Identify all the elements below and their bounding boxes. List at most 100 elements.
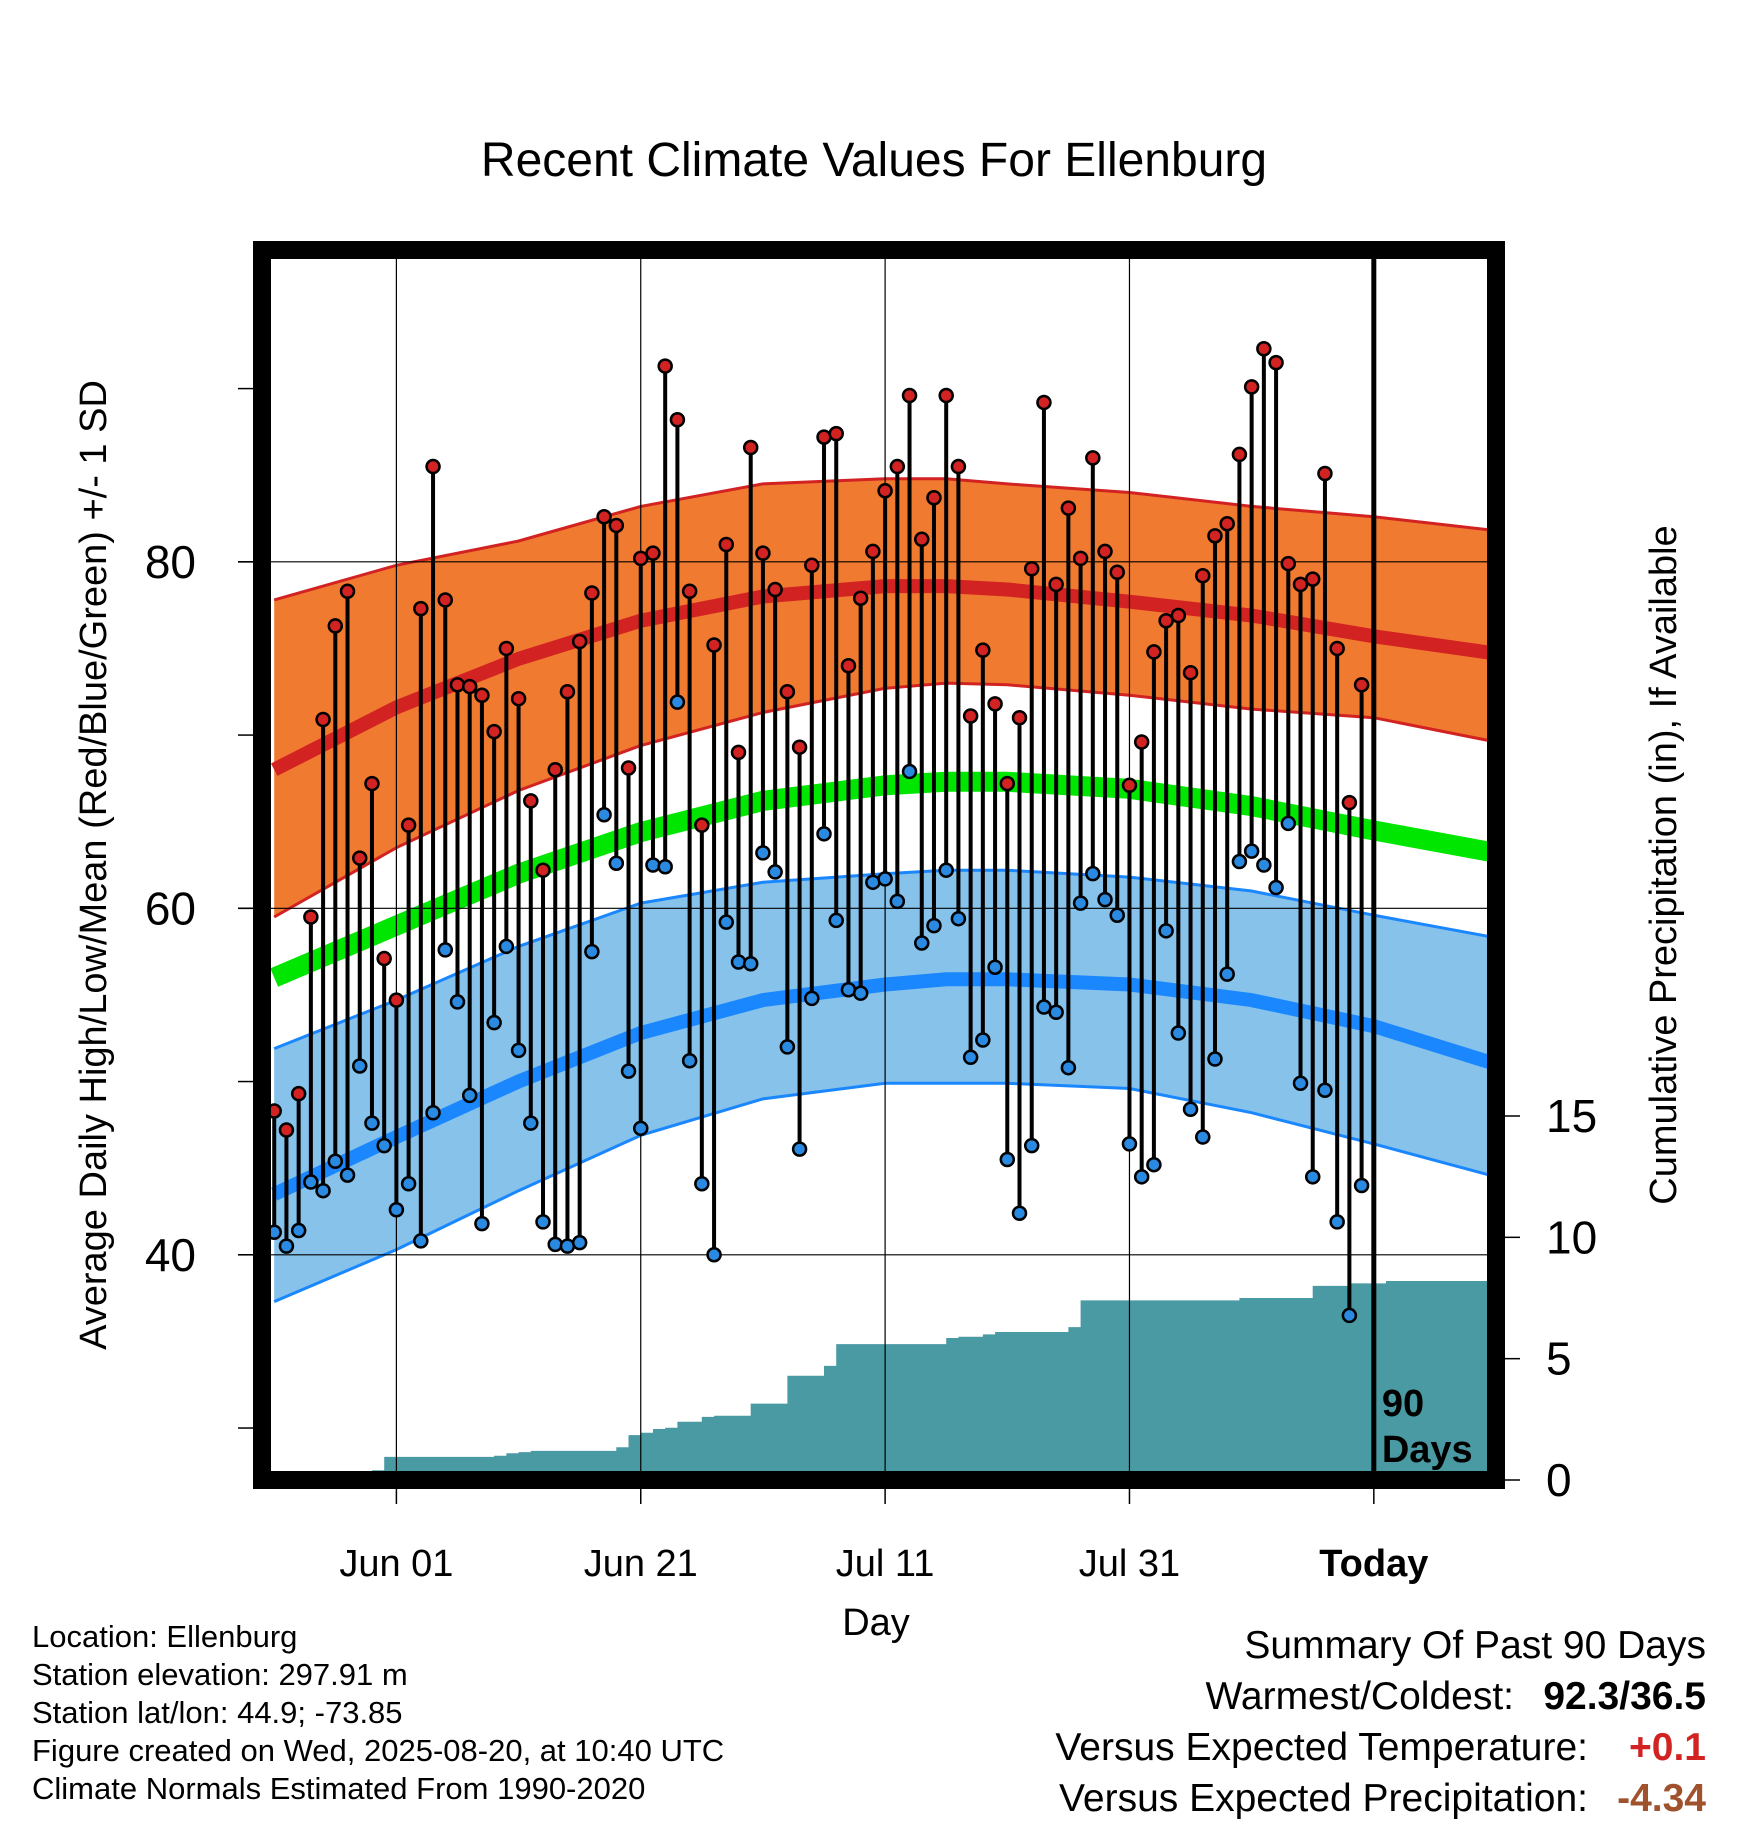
low-point — [1121, 1136, 1138, 1152]
high-point — [1060, 500, 1077, 516]
high-point — [840, 658, 857, 674]
temp-departure-label: Versus Expected Temperature: — [1055, 1726, 1588, 1769]
precip-departure-row: Versus Expected Precipitation: -4.34 — [1055, 1773, 1706, 1824]
low-point — [730, 954, 747, 970]
high-point — [791, 739, 808, 755]
y-tick-label: 60 — [145, 882, 196, 934]
high-point — [1219, 515, 1235, 532]
high-point — [1195, 567, 1211, 584]
low-point — [535, 1214, 551, 1230]
y2-tick-label: 0 — [1546, 1454, 1572, 1506]
high-point — [571, 633, 588, 650]
low-point — [1072, 895, 1089, 911]
high-point — [889, 458, 906, 475]
x-axis-label: Day — [842, 1602, 910, 1644]
normals-text: Climate Normals Estimated From 1990-2020 — [32, 1771, 646, 1806]
low-point — [1292, 1075, 1309, 1092]
warm-cold-label: Warmest/Coldest: — [1205, 1675, 1514, 1718]
high-point — [999, 775, 1016, 792]
x-tick-label: Jun 21 — [584, 1543, 698, 1585]
high-point — [290, 1085, 307, 1102]
high-point — [413, 600, 429, 617]
high-point — [437, 592, 454, 608]
low-point — [278, 1238, 295, 1254]
plot-frame — [253, 241, 1505, 1489]
temp-departure-row: Versus Expected Temperature: +0.1 — [1055, 1722, 1706, 1773]
high-point — [742, 439, 759, 456]
low-point — [804, 990, 820, 1007]
low-point — [633, 1120, 649, 1137]
low-point — [742, 955, 759, 972]
temp-departure-value: +0.1 — [1629, 1726, 1706, 1769]
high-point — [278, 1122, 295, 1138]
high-point — [1182, 664, 1199, 681]
high-point — [804, 557, 820, 574]
high-point — [315, 711, 331, 728]
low-point — [486, 1014, 502, 1031]
high-sd-lower-line — [273, 681, 1497, 919]
x-tick-label: Jul 11 — [836, 1543, 935, 1585]
low-point — [449, 994, 466, 1010]
low-point — [608, 855, 625, 872]
low-point — [1219, 966, 1235, 982]
low-point — [694, 1176, 710, 1192]
mean-line — [270, 771, 1498, 987]
low-point — [1023, 1137, 1040, 1154]
low-point — [1060, 1059, 1077, 1076]
low-point — [388, 1201, 405, 1218]
low-point — [1170, 1025, 1187, 1041]
low-point — [1011, 1205, 1028, 1221]
low-point — [950, 910, 967, 927]
low-point — [498, 938, 515, 955]
high-point — [1097, 543, 1113, 560]
low-point — [1109, 907, 1125, 923]
high-point — [351, 850, 368, 866]
high-point — [425, 458, 441, 475]
low-point — [474, 1215, 490, 1232]
summary-heading: Summary Of Past 90 Days — [1244, 1624, 1706, 1667]
chart-title: Recent Climate Values For Ellenburg — [480, 134, 1268, 187]
low-point — [290, 1222, 307, 1239]
low-point — [645, 857, 661, 873]
high-point — [388, 992, 405, 1008]
low-point — [1231, 853, 1248, 870]
high-sd-band — [274, 478, 1497, 917]
today-days-label: 90 — [1382, 1383, 1424, 1425]
low-point — [999, 1151, 1016, 1168]
low-point — [425, 1104, 441, 1121]
high-point — [1304, 571, 1321, 587]
low-point — [351, 1058, 368, 1074]
high-point — [987, 696, 1003, 712]
low-point — [1097, 891, 1113, 908]
x-tick-label: Jul 31 — [1079, 1543, 1180, 1585]
low-point — [706, 1247, 722, 1263]
high-point — [547, 761, 563, 778]
low-point — [657, 858, 673, 875]
high-point — [620, 760, 637, 776]
y2-tick-label: 15 — [1546, 1090, 1597, 1142]
low-point — [877, 871, 893, 887]
high-point — [535, 862, 551, 878]
y2-tick-label: 10 — [1546, 1211, 1597, 1263]
high-point — [1170, 607, 1187, 624]
low-point — [1158, 923, 1174, 939]
high-point — [364, 775, 380, 792]
high-point — [1256, 340, 1272, 357]
high-point — [1121, 777, 1138, 794]
warm-cold-value: 92.3/36.5 — [1543, 1675, 1706, 1718]
high-point — [669, 412, 686, 428]
high-sd-upper-line — [273, 477, 1497, 602]
high-point — [1231, 446, 1248, 463]
high-point — [706, 637, 722, 653]
y-tick-label: 80 — [145, 536, 196, 588]
low-point — [523, 1115, 539, 1131]
low-mean-line — [271, 972, 1499, 1201]
low-point — [413, 1233, 429, 1249]
high-point — [877, 483, 893, 499]
high-mean-line — [271, 579, 1497, 776]
low-point — [1207, 1051, 1223, 1067]
x-tick-label: Today — [1319, 1543, 1428, 1585]
low-point — [1146, 1156, 1162, 1173]
low-point — [1317, 1082, 1333, 1098]
high-point — [950, 458, 967, 475]
